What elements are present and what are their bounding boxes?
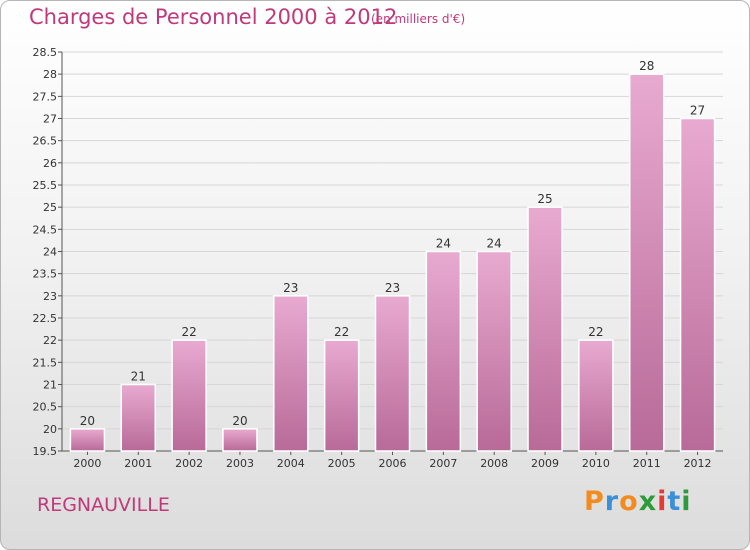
- y-tick-label: 20.5: [33, 401, 58, 414]
- logo-letter: i: [657, 486, 668, 517]
- bar-2005: [323, 339, 360, 452]
- place-name: REGNAUVILLE: [37, 494, 170, 516]
- bar-value-label: 23: [283, 281, 298, 295]
- x-tick-label: 2007: [429, 457, 457, 470]
- bar-2008: [476, 250, 512, 452]
- logo-letter: r: [604, 486, 620, 517]
- proxiti-logo: Proxiti: [584, 486, 692, 517]
- bar-value-label: 27: [690, 104, 705, 118]
- bar-2010: [578, 339, 614, 452]
- x-tick-label: 2008: [480, 457, 508, 470]
- y-tick-label: 23: [43, 290, 57, 303]
- x-tick-label: 2000: [73, 457, 101, 470]
- bar-2006: [374, 295, 411, 452]
- logo-letter: t: [667, 486, 682, 517]
- logo-letter: P: [584, 486, 605, 517]
- x-tick-label: 2005: [328, 457, 356, 470]
- bar-2004: [273, 295, 309, 452]
- y-tick-label: 22.5: [33, 312, 58, 325]
- bar-value-label: 22: [588, 325, 603, 339]
- bars: [69, 73, 716, 452]
- bar-value-label: 22: [181, 325, 196, 339]
- bar-value-label: 20: [232, 414, 247, 428]
- bar-2002: [171, 339, 207, 452]
- y-tick-label: 27.5: [33, 90, 58, 103]
- bar-value-label: 23: [385, 281, 400, 295]
- bar-2007: [425, 250, 462, 452]
- y-tick-label: 26.5: [33, 135, 58, 148]
- bar-value-label: 24: [436, 237, 451, 251]
- logo-letter: x: [638, 486, 658, 517]
- x-tick-label: 2004: [277, 457, 305, 470]
- y-tick-label: 25.5: [33, 179, 58, 192]
- x-tick-label: 2003: [226, 457, 254, 470]
- bar-value-label: 28: [639, 59, 654, 73]
- bar-2001: [120, 383, 157, 452]
- x-tick-label: 2002: [175, 457, 203, 470]
- y-tick-label: 22: [43, 334, 57, 347]
- logo-letter: o: [619, 486, 639, 517]
- bar-2009: [527, 206, 563, 452]
- chart-title: Charges de Personnel 2000 à 2012: [29, 5, 398, 29]
- bar-value-label: 20: [80, 414, 95, 428]
- y-tick-label: 20: [43, 423, 57, 436]
- y-tick-label: 26: [43, 157, 57, 170]
- y-tick-label: 28.5: [33, 46, 58, 59]
- bar-value-label: 25: [537, 192, 552, 206]
- bar-2000: [69, 428, 106, 452]
- bar-value-label: 22: [334, 325, 349, 339]
- x-tick-label: 2012: [684, 457, 712, 470]
- logo-letter: i: [681, 486, 692, 517]
- bar-value-label: 21: [131, 370, 146, 384]
- y-tick-label: 24.5: [33, 223, 58, 236]
- x-tick-label: 2011: [633, 457, 661, 470]
- labels: 19.5 20 20.5 21 21.5 22 22.5 23 23.5 24 24.5 25 25.5…: [33, 46, 712, 470]
- y-tick-label: 19.5: [33, 445, 58, 458]
- x-tick-label: 2001: [124, 457, 152, 470]
- y-tick-label: 28: [43, 68, 57, 81]
- y-tick-label: 25: [43, 201, 57, 214]
- bar-2003: [222, 428, 258, 452]
- y-tick-label: 21.5: [33, 356, 58, 369]
- y-tick-label: 24: [43, 246, 57, 259]
- bar-value-label: 24: [487, 237, 502, 251]
- y-tick-label: 27: [43, 113, 57, 126]
- x-tick-label: 2010: [582, 457, 610, 470]
- y-tick-label: 21: [43, 379, 57, 392]
- chart-subtitle: (en milliers d'€): [371, 12, 466, 26]
- bar-2011: [628, 73, 665, 452]
- x-tick-label: 2006: [379, 457, 407, 470]
- x-tick-label: 2009: [531, 457, 559, 470]
- y-tick-label: 23.5: [33, 268, 58, 281]
- bar-2012: [679, 117, 716, 452]
